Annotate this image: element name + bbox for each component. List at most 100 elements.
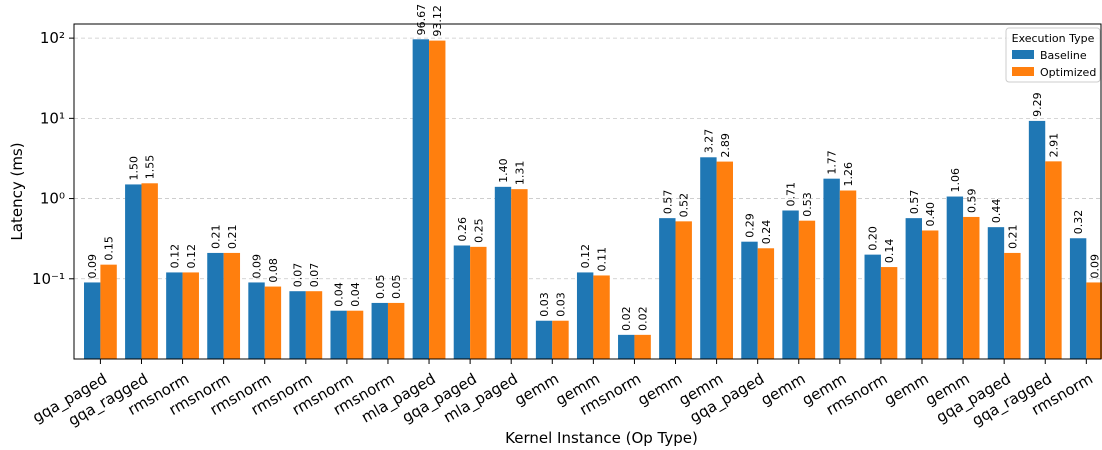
bar-optimized xyxy=(429,40,446,359)
bar-value-label: 0.21 xyxy=(226,224,239,249)
legend-swatch-optimized xyxy=(1012,67,1034,76)
bar-value-label: 3.27 xyxy=(702,129,715,154)
y-axis: 10⁻¹ 10⁰ 10¹ 10² xyxy=(32,29,74,288)
bar-value-label: 0.20 xyxy=(867,226,880,251)
bar-value-label: 0.21 xyxy=(1006,224,1019,249)
bar-optimized xyxy=(100,264,117,359)
bar-value-label: 93.12 xyxy=(431,5,444,37)
bar-value-label: 0.52 xyxy=(678,193,691,218)
y-tick-label: 10⁻¹ xyxy=(32,270,65,288)
y-tick-label: 10⁰ xyxy=(40,190,65,208)
bar-value-label: 0.40 xyxy=(924,202,937,227)
bar-baseline xyxy=(987,227,1005,359)
bar-optimized xyxy=(141,183,158,359)
legend-swatch-baseline xyxy=(1012,50,1034,59)
plot-frame xyxy=(73,23,1102,360)
bar-optimized xyxy=(634,334,651,359)
bar-baseline xyxy=(412,39,430,359)
bar-value-labels: 0.09 1.50 0.12 0.21 0.09 0.07 0.04 0.05 96.67 0.2… xyxy=(86,4,1101,331)
bar-optimized xyxy=(675,221,692,359)
bar-value-label: 0.29 xyxy=(743,213,756,238)
legend-label-baseline: Baseline xyxy=(1040,49,1087,62)
bar-optimized xyxy=(387,302,405,359)
legend-items: Baseline Optimized xyxy=(1012,49,1096,79)
bar-optimized xyxy=(1004,252,1021,359)
bar-value-label: 0.12 xyxy=(579,244,592,269)
bar-baseline xyxy=(207,252,224,359)
bar-value-label: 1.40 xyxy=(497,158,510,183)
bar-value-label: 0.14 xyxy=(883,239,896,264)
bar-value-label: 0.09 xyxy=(1089,254,1102,279)
bar-optimized xyxy=(880,267,898,359)
bar-baseline xyxy=(576,272,594,359)
x-tick-label: gemm xyxy=(511,370,562,410)
bar-value-label: 0.71 xyxy=(785,182,798,207)
bar-baseline xyxy=(823,178,840,359)
bar-baseline xyxy=(535,320,553,359)
bar-value-label: 0.02 xyxy=(620,306,633,331)
bar-optimized xyxy=(470,246,487,359)
bar-baseline xyxy=(659,218,676,359)
bar-value-label: 0.04 xyxy=(349,282,362,307)
bar-value-label: 1.26 xyxy=(842,162,855,187)
bar-optimized xyxy=(346,310,364,359)
bar-baseline xyxy=(618,334,635,359)
bar-value-label: 0.25 xyxy=(472,218,485,243)
x-tick-label: gemm xyxy=(635,370,686,410)
bar-optimized xyxy=(839,190,857,359)
bar-value-label: 0.04 xyxy=(333,282,346,307)
bar-value-label: 0.26 xyxy=(456,217,469,242)
bar-value-label: 0.08 xyxy=(267,258,280,283)
bar-baseline xyxy=(494,186,512,359)
y-tick-label: 10² xyxy=(40,29,65,47)
bar-baseline xyxy=(330,310,347,359)
bar-optimized xyxy=(1045,161,1062,359)
bar-value-label: 0.12 xyxy=(185,244,198,269)
bar-value-label: 1.06 xyxy=(949,168,962,193)
bar-optimized xyxy=(757,248,775,359)
bar-value-label: 0.09 xyxy=(86,254,99,279)
bar-optimized xyxy=(223,252,241,359)
bar-value-label: 0.57 xyxy=(908,190,921,215)
x-axis: gqa_pagedgqa_raggedrmsnormrmsnormrmsnorm… xyxy=(29,359,1096,430)
bar-optimized xyxy=(922,230,939,359)
bar-value-label: 96.67 xyxy=(415,4,428,36)
bar-value-label: 0.12 xyxy=(168,244,181,269)
bar-baseline xyxy=(248,282,265,359)
legend: Execution Type Baseline Optimized xyxy=(1005,27,1101,83)
bar-optimized xyxy=(552,320,569,359)
bar-baseline xyxy=(125,184,142,359)
x-tick-label: gemm xyxy=(758,370,809,410)
bar-value-label: 0.07 xyxy=(292,263,305,288)
bar-optimized xyxy=(511,189,528,359)
bar-baseline xyxy=(905,218,922,359)
bar-value-label: 0.44 xyxy=(990,199,1003,223)
bar-optimized xyxy=(963,216,980,359)
y-axis-title: Latency (ms) xyxy=(8,142,26,240)
bar-value-label: 1.77 xyxy=(826,150,839,175)
legend-title: Execution Type xyxy=(1012,32,1095,45)
bar-value-label: 0.21 xyxy=(209,224,222,249)
bar-optimized xyxy=(1086,282,1102,359)
bar-value-label: 0.11 xyxy=(596,247,609,272)
x-axis-title: Kernel Instance (Op Type) xyxy=(505,429,698,447)
bar-baseline xyxy=(741,241,758,359)
bar-baseline xyxy=(84,282,101,359)
bar-value-label: 0.03 xyxy=(538,292,551,317)
bar-value-label: 0.05 xyxy=(374,274,387,299)
bar-value-label: 0.32 xyxy=(1072,210,1085,235)
bar-value-label: 2.89 xyxy=(719,133,732,158)
bar-baseline xyxy=(782,210,799,359)
bar-optimized xyxy=(264,286,282,359)
bar-optimized xyxy=(716,161,733,359)
bar-baseline xyxy=(700,157,717,359)
bar-value-label: 1.55 xyxy=(144,155,157,180)
bar-value-label: 9.29 xyxy=(1031,92,1044,117)
bar-value-label: 2.91 xyxy=(1047,133,1060,158)
bar-optimized xyxy=(305,291,323,359)
bar-value-label: 0.03 xyxy=(554,292,567,317)
x-tick-label: gemm xyxy=(881,370,932,410)
bar-value-label: 0.57 xyxy=(661,190,674,215)
bar-value-label: 1.31 xyxy=(513,161,526,186)
